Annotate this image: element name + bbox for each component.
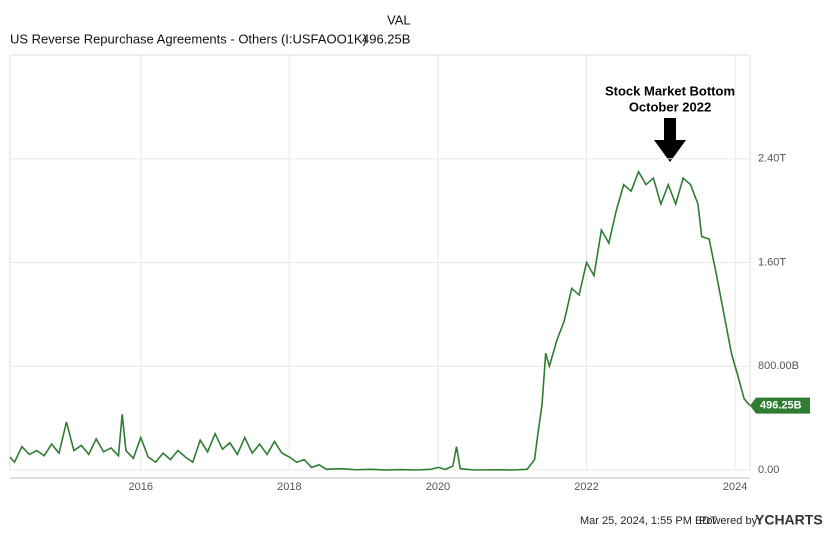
x-tick-label: 2022 (574, 481, 598, 493)
brand: YCHARTS (755, 512, 823, 528)
annotation: October 2022 (629, 99, 711, 114)
powered-by: Powered by (699, 515, 758, 527)
y-tick-label: 1.60T (758, 256, 786, 268)
series-name: US Reverse Repurchase Agreements - Other… (10, 31, 367, 46)
annotation: Stock Market Bottom (605, 83, 735, 98)
header-label: VAL (387, 12, 411, 27)
y-tick-label: 0.00 (758, 464, 779, 476)
y-tick-label: 800.00B (758, 360, 799, 372)
value-tag (750, 397, 810, 414)
x-tick-label: 2024 (723, 481, 747, 493)
x-tick-label: 2020 (426, 481, 450, 493)
annotation-arrow (654, 118, 686, 162)
value-label: 496.25B (760, 400, 802, 412)
x-tick-label: 2016 (129, 481, 153, 493)
timestamp: Mar 25, 2024, 1:55 PM EDT (580, 515, 717, 527)
y-tick-label: 2.40T (758, 153, 786, 165)
header-value: 496.25B (362, 31, 410, 46)
x-tick-label: 2018 (277, 481, 301, 493)
line (9, 169, 751, 471)
